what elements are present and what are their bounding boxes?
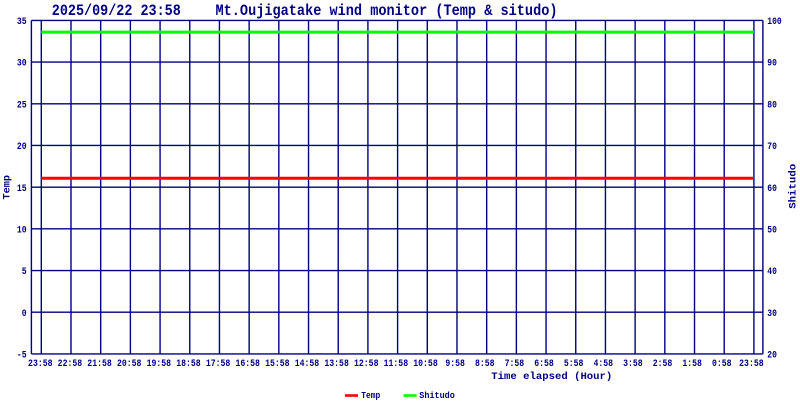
svg-text:70: 70 — [767, 142, 777, 153]
svg-text:7:58: 7:58 — [505, 359, 525, 370]
svg-text:13:58: 13:58 — [324, 359, 349, 370]
svg-text:17:58: 17:58 — [206, 359, 231, 370]
svg-text:20: 20 — [767, 351, 777, 362]
svg-text:2025/09/22 23:58: 2025/09/22 23:58 — [52, 2, 181, 20]
svg-text:Shitudo: Shitudo — [788, 164, 800, 209]
svg-text:25: 25 — [17, 100, 27, 111]
svg-text:5:58: 5:58 — [564, 359, 584, 370]
svg-text:-5: -5 — [17, 351, 27, 362]
svg-text:60: 60 — [767, 184, 777, 195]
svg-text:3:58: 3:58 — [623, 359, 643, 370]
svg-text:8:58: 8:58 — [475, 359, 495, 370]
svg-text:100: 100 — [767, 17, 781, 28]
svg-text:35: 35 — [17, 17, 27, 28]
svg-text:19:58: 19:58 — [147, 359, 172, 370]
svg-text:23:58: 23:58 — [739, 359, 764, 370]
svg-text:Temp: Temp — [361, 391, 380, 400]
svg-text:22:58: 22:58 — [58, 359, 83, 370]
svg-text:Temp: Temp — [3, 175, 14, 200]
svg-text:12:58: 12:58 — [354, 359, 379, 370]
svg-text:14:58: 14:58 — [295, 359, 320, 370]
svg-text:40: 40 — [767, 267, 777, 278]
svg-text:1:58: 1:58 — [682, 359, 702, 370]
svg-text:50: 50 — [767, 225, 777, 236]
svg-text:10: 10 — [17, 225, 27, 236]
svg-text:11:58: 11:58 — [384, 359, 409, 370]
svg-text:Mt.Oujigatake wind monitor (Te: Mt.Oujigatake wind monitor (Temp & situd… — [216, 2, 558, 20]
svg-text:23:58: 23:58 — [28, 359, 53, 370]
svg-text:90: 90 — [767, 59, 777, 70]
svg-text:30: 30 — [767, 309, 777, 320]
svg-text:21:58: 21:58 — [87, 359, 112, 370]
svg-text:30: 30 — [17, 59, 27, 70]
svg-text:Shitudo: Shitudo — [419, 391, 455, 400]
svg-text:16:58: 16:58 — [235, 359, 260, 370]
svg-text:20:58: 20:58 — [117, 359, 142, 370]
svg-text:2:58: 2:58 — [653, 359, 673, 370]
svg-text:0: 0 — [22, 309, 27, 320]
svg-text:4:58: 4:58 — [593, 359, 613, 370]
svg-text:6:58: 6:58 — [534, 359, 554, 370]
svg-text:18:58: 18:58 — [176, 359, 201, 370]
svg-text:15: 15 — [17, 184, 27, 195]
svg-text:15:58: 15:58 — [265, 359, 290, 370]
svg-text:Time elapsed (Hour): Time elapsed (Hour) — [491, 371, 612, 383]
svg-text:10:58: 10:58 — [413, 359, 438, 370]
svg-text:5: 5 — [22, 267, 27, 278]
svg-text:9:58: 9:58 — [445, 359, 465, 370]
svg-text:0:58: 0:58 — [712, 359, 732, 370]
svg-text:20: 20 — [17, 142, 27, 153]
svg-text:80: 80 — [767, 100, 777, 111]
